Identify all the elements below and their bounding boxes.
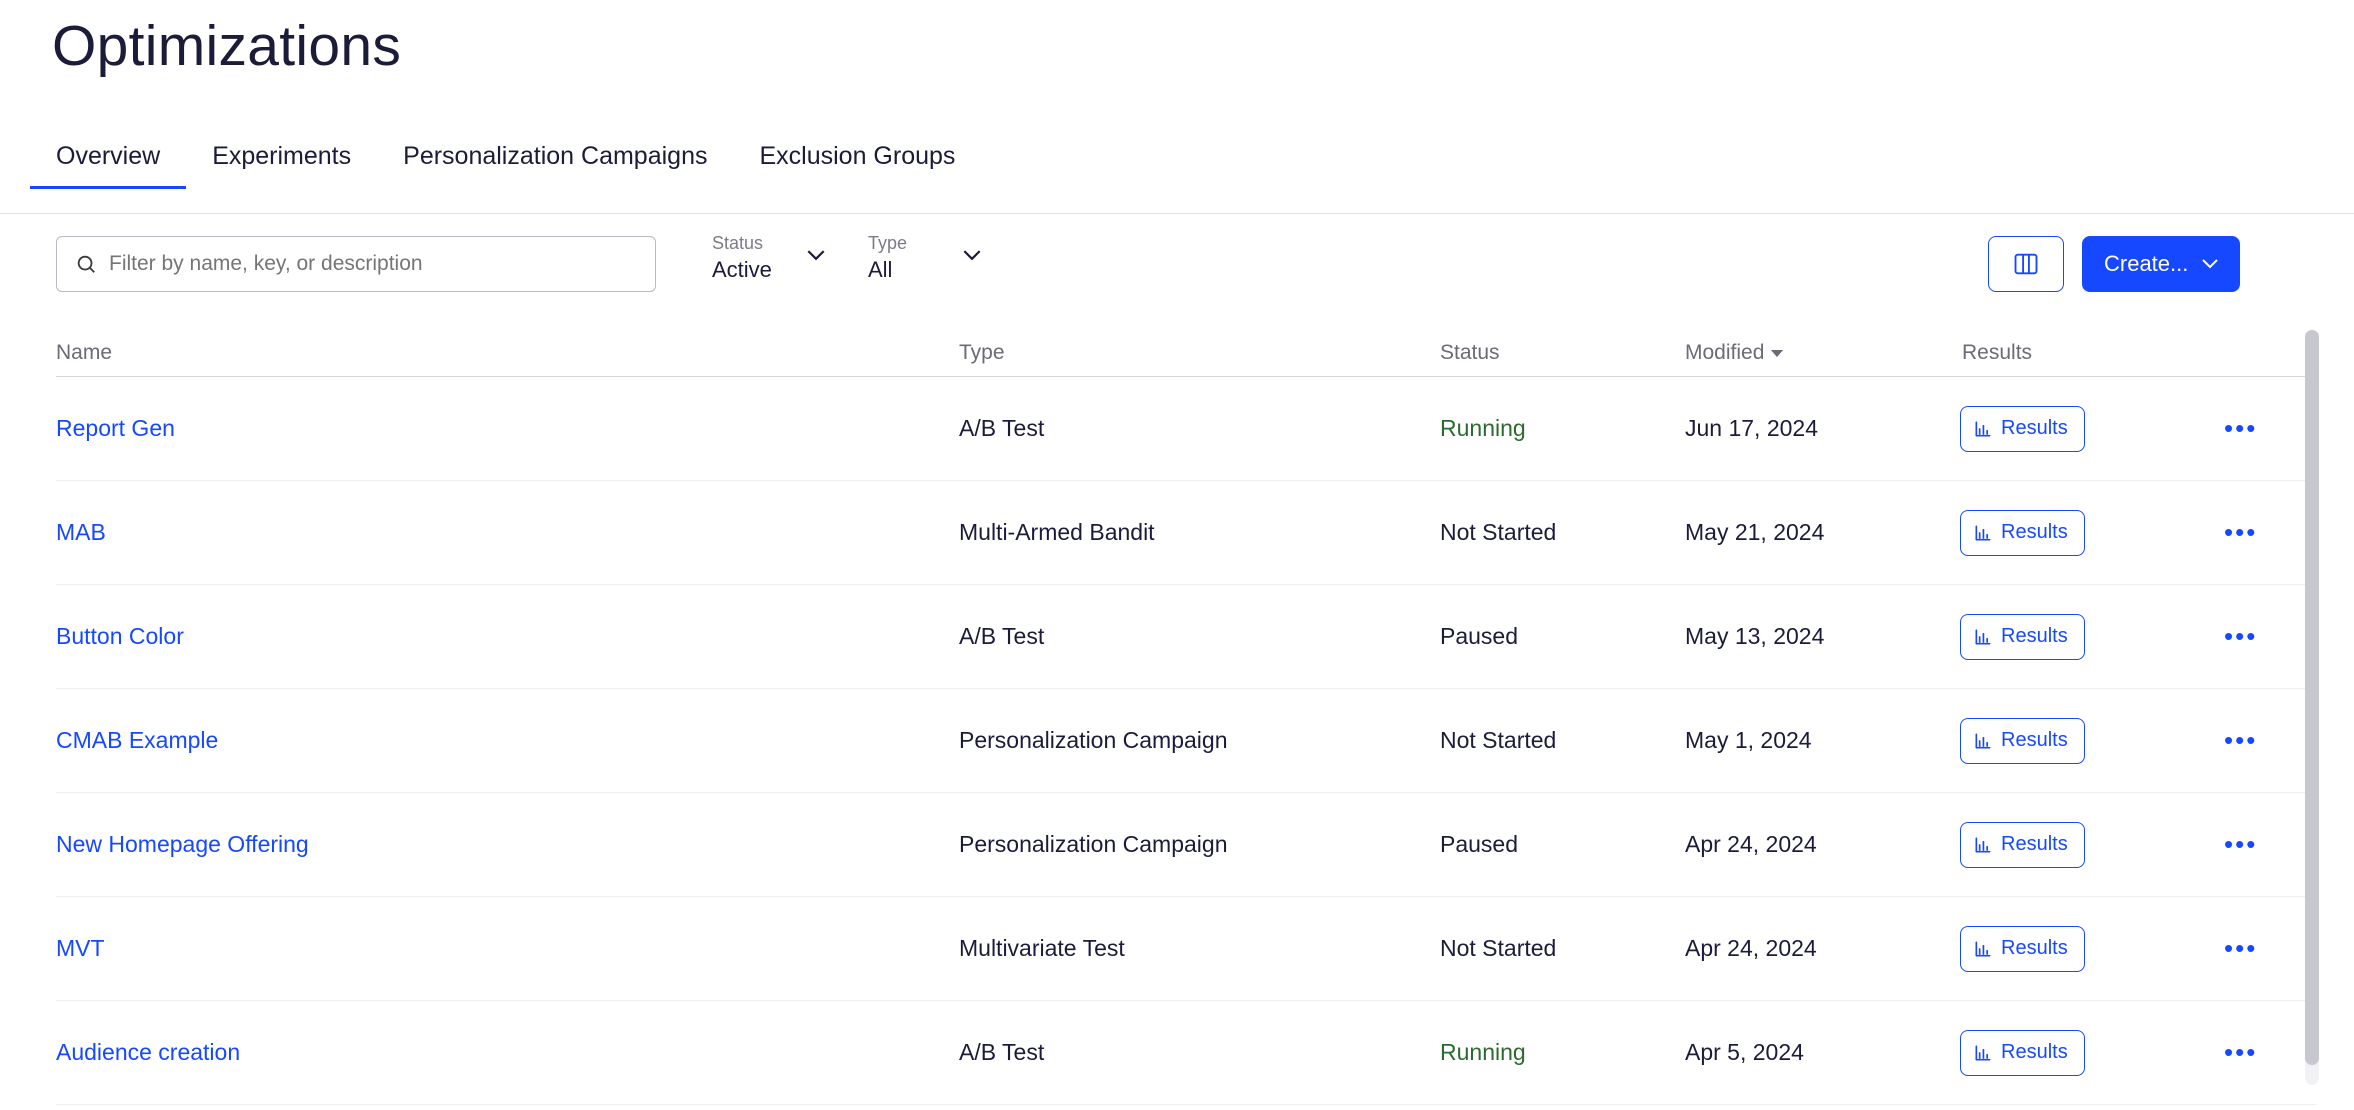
svg-text:Optimizations: Optimizations [52,14,401,78]
